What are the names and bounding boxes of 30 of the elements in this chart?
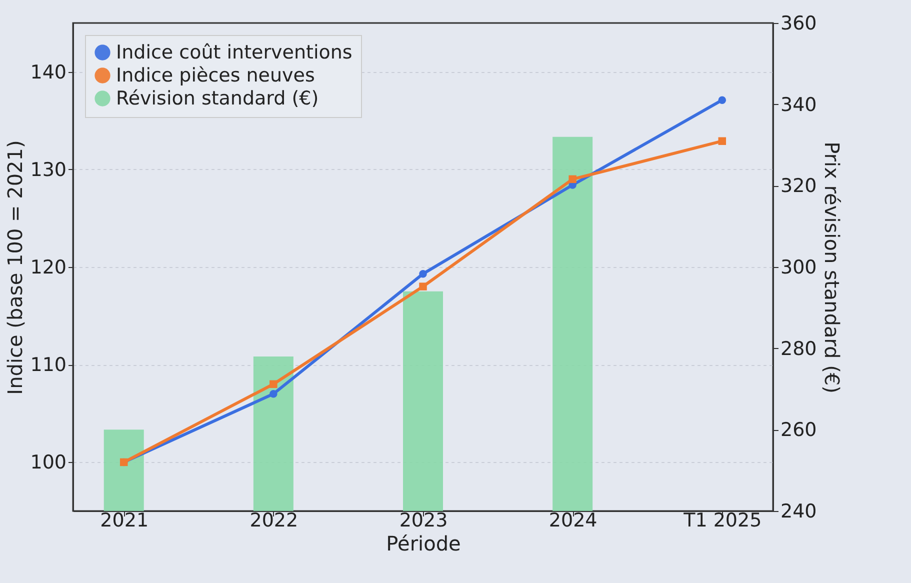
x-tick-label: T1 2025 <box>682 510 762 532</box>
legend-label: Révision standard (€) <box>116 88 319 110</box>
legend-label: Indice coût interventions <box>116 42 352 64</box>
legend-label: Indice pièces neuves <box>116 64 315 86</box>
point <box>270 390 278 398</box>
y-tick-label: 100 <box>30 452 66 474</box>
y2-tick-label: 300 <box>780 256 817 278</box>
y2-tick-label: 340 <box>780 94 817 116</box>
y-tick-label: 130 <box>30 158 66 181</box>
y-axis-title: Indice (base 100 = 2021) <box>3 140 28 395</box>
y-tick-label: 120 <box>30 256 66 278</box>
y2-tick-label: 320 <box>780 175 817 198</box>
x-tick-label: 2023 <box>399 510 448 532</box>
y-tick-label: 110 <box>30 354 66 376</box>
x-axis-title: Période <box>386 532 461 556</box>
y2-axis-title: Prix révision standard (€) <box>820 142 844 394</box>
x-tick-label: 2024 <box>548 510 598 532</box>
y2-tick-label: 360 <box>780 12 817 34</box>
x-tick-label: 2021 <box>100 510 149 532</box>
y2-tick-label: 260 <box>780 419 817 442</box>
y-tick-label: 140 <box>30 61 66 84</box>
point <box>419 282 427 290</box>
point <box>568 175 576 184</box>
y2-tick-label: 240 <box>780 500 817 522</box>
point <box>419 270 427 278</box>
point <box>718 96 726 104</box>
point <box>718 137 726 145</box>
y2-tick-label: 280 <box>780 338 817 360</box>
x-tick-label: 2022 <box>250 510 298 532</box>
point <box>270 380 278 388</box>
